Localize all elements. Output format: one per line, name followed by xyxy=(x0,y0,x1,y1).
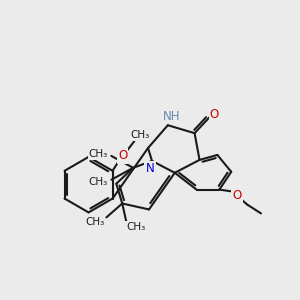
Text: CH₃: CH₃ xyxy=(85,217,104,227)
Text: CH₃: CH₃ xyxy=(89,177,108,187)
Text: O: O xyxy=(210,108,219,121)
Text: O: O xyxy=(118,149,127,162)
Text: O: O xyxy=(232,189,242,202)
Text: CH₃: CH₃ xyxy=(89,149,108,159)
Text: N: N xyxy=(146,162,154,175)
Text: CH₃: CH₃ xyxy=(131,130,150,140)
Text: CH₃: CH₃ xyxy=(127,222,146,232)
Text: NH: NH xyxy=(163,110,181,123)
